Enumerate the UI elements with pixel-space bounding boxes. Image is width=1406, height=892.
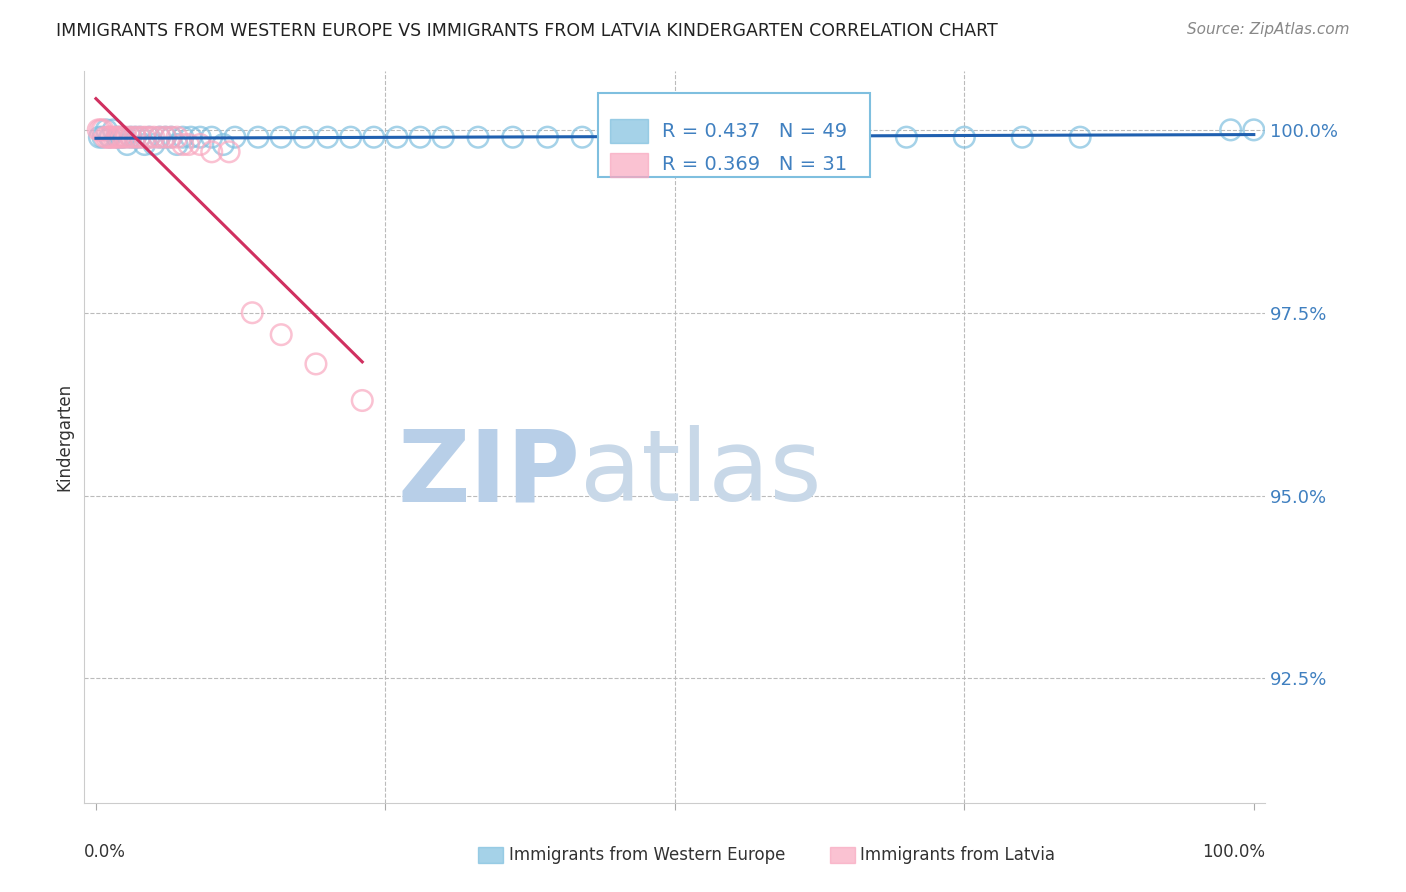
Text: Immigrants from Western Europe: Immigrants from Western Europe xyxy=(509,846,786,863)
Point xyxy=(1219,123,1241,137)
Point xyxy=(218,145,240,159)
Point xyxy=(138,130,160,145)
Point xyxy=(664,130,686,145)
Point xyxy=(129,130,152,145)
Point xyxy=(352,393,374,408)
Point xyxy=(467,130,489,145)
Point xyxy=(172,130,194,145)
Point xyxy=(172,137,194,152)
Text: IMMIGRANTS FROM WESTERN EUROPE VS IMMIGRANTS FROM LATVIA KINDERGARTEN CORRELATIO: IMMIGRANTS FROM WESTERN EUROPE VS IMMIGR… xyxy=(56,22,998,40)
Point xyxy=(363,130,385,145)
Point xyxy=(124,130,146,145)
Point xyxy=(142,137,165,152)
Point xyxy=(155,130,177,145)
Point xyxy=(188,137,211,152)
Point xyxy=(96,130,118,145)
Point xyxy=(502,130,524,145)
Point xyxy=(105,130,128,145)
Point xyxy=(617,130,640,145)
Point xyxy=(115,137,138,152)
Point xyxy=(149,130,172,145)
Point xyxy=(896,130,918,145)
Point xyxy=(155,130,177,145)
Text: 100.0%: 100.0% xyxy=(1202,843,1265,861)
Point xyxy=(120,130,142,145)
Point xyxy=(536,130,558,145)
Point xyxy=(721,130,744,145)
Point xyxy=(105,130,128,145)
Point xyxy=(177,137,200,152)
Point xyxy=(201,130,224,145)
Point xyxy=(103,123,125,137)
Point xyxy=(108,130,131,145)
Point xyxy=(111,130,134,145)
FancyBboxPatch shape xyxy=(610,153,648,177)
Point xyxy=(98,130,121,145)
Point xyxy=(305,357,328,371)
Text: R = 0.437   N = 49: R = 0.437 N = 49 xyxy=(662,121,846,141)
Point xyxy=(91,130,114,145)
Point xyxy=(224,130,246,145)
Point xyxy=(779,130,801,145)
Point xyxy=(160,130,183,145)
Point xyxy=(953,130,976,145)
Point xyxy=(409,130,432,145)
Text: Source: ZipAtlas.com: Source: ZipAtlas.com xyxy=(1187,22,1350,37)
Text: Immigrants from Latvia: Immigrants from Latvia xyxy=(860,846,1056,863)
Point xyxy=(1011,130,1033,145)
Point xyxy=(180,130,202,145)
Y-axis label: Kindergarten: Kindergarten xyxy=(55,383,73,491)
Point xyxy=(316,130,339,145)
Point xyxy=(270,130,292,145)
Point xyxy=(90,123,112,137)
Point xyxy=(115,130,138,145)
Point xyxy=(142,130,165,145)
Point xyxy=(120,130,142,145)
Text: R = 0.369   N = 31: R = 0.369 N = 31 xyxy=(662,155,846,174)
Point xyxy=(96,123,118,137)
Text: atlas: atlas xyxy=(581,425,823,522)
Point xyxy=(212,137,235,152)
Point xyxy=(385,130,408,145)
Point xyxy=(339,130,361,145)
FancyBboxPatch shape xyxy=(598,94,870,178)
Point xyxy=(188,130,211,145)
Point xyxy=(134,130,156,145)
Point xyxy=(432,130,454,145)
Point xyxy=(571,130,593,145)
Point xyxy=(166,137,188,152)
Point xyxy=(129,130,152,145)
Point xyxy=(134,137,156,152)
Point xyxy=(166,130,188,145)
Text: ZIP: ZIP xyxy=(398,425,581,522)
Point xyxy=(91,123,114,137)
Point xyxy=(94,130,117,145)
Text: 0.0%: 0.0% xyxy=(84,843,127,861)
Point xyxy=(110,130,132,145)
Point xyxy=(240,306,263,320)
Point xyxy=(112,130,135,145)
Point xyxy=(124,130,146,145)
Point xyxy=(98,130,121,145)
Point xyxy=(160,130,183,145)
Point xyxy=(89,130,111,145)
Point xyxy=(149,130,172,145)
Point xyxy=(270,327,292,342)
Point xyxy=(1069,130,1091,145)
Point xyxy=(1243,123,1265,137)
Point xyxy=(292,130,315,145)
Point xyxy=(138,130,160,145)
Point xyxy=(101,130,124,145)
FancyBboxPatch shape xyxy=(610,120,648,143)
Point xyxy=(87,123,110,137)
Point xyxy=(247,130,270,145)
Point xyxy=(201,145,224,159)
Point xyxy=(838,130,860,145)
Point xyxy=(103,130,125,145)
